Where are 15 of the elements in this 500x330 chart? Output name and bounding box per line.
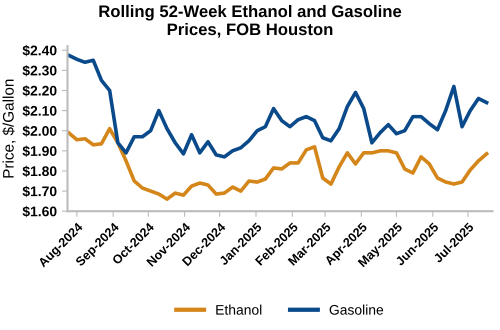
legend-label: Gasoline — [330, 304, 384, 315]
y-tick-label: $2.40 — [22, 44, 57, 56]
y-tick-label: $2.00 — [22, 125, 57, 137]
y-tick-label: $1.70 — [22, 186, 57, 198]
y-tick-label: $2.30 — [22, 65, 57, 76]
y-axis-title: Price, $/Gallon — [2, 80, 16, 178]
chart-title: Rolling 52-Week Ethanol and Gasoline Prices, FOB Houston — [99, 4, 402, 38]
line-series — [68, 126, 488, 201]
y-tick-label: $1.90 — [22, 146, 57, 157]
y-tick-label: $2.20 — [22, 85, 57, 97]
line-series — [68, 53, 488, 159]
y-tick-label: $2.10 — [22, 105, 57, 117]
legend-label: Ethanol — [216, 304, 262, 315]
y-tick-label: $1.60 — [22, 206, 57, 218]
y-tick-label: $1.80 — [22, 166, 57, 178]
